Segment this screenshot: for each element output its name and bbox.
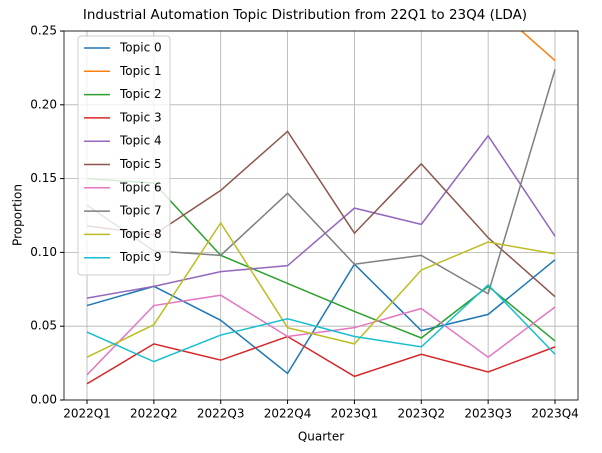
series-line [86,221,556,358]
legend-label: Topic 7 [119,204,162,218]
legend-label: Topic 2 [119,87,162,101]
series-line [86,294,556,376]
x-axis-label: Quarter [298,430,344,444]
legend-label: Topic 9 [119,250,162,264]
legend-label: Topic 8 [119,227,162,241]
series-line [86,283,556,363]
legend-label: Topic 6 [119,180,162,194]
legend-label: Topic 4 [119,134,162,148]
x-tick-label: 2023Q2 [397,407,445,421]
series-line [86,335,556,385]
series-line [86,259,556,375]
x-tick-label: 2022Q3 [197,407,245,421]
y-tick-label: 0.10 [30,245,57,259]
y-tick-label: 0.15 [30,171,57,185]
y-tick-label: 0.05 [30,319,57,333]
y-tick-label: 0.25 [30,24,57,38]
x-tick-label: 2023Q3 [464,407,512,421]
x-tick-label: 2022Q2 [130,407,178,421]
x-tick-label: 2022Q1 [63,407,111,421]
x-tick-label: 2023Q1 [331,407,379,421]
legend-box [77,35,171,276]
y-tick-label: 0.00 [30,393,57,407]
legend: Topic 0 Topic 1 Topic 2 Topic 3 Topic 4 Topic… [77,35,171,276]
series-line [86,134,556,299]
chart-title: Industrial Automation Topic Distribution… [83,7,527,23]
legend-label: Topic 5 [119,157,162,171]
legend-label: Topic 3 [119,110,162,124]
x-tick-label: 2023Q4 [531,407,579,421]
plot-frame [63,30,579,401]
legend-label: Topic 1 [119,64,162,78]
x-tick-label: 2022Q4 [264,407,312,421]
legend-label: Topic 0 [119,41,162,55]
y-tick-label: 0.20 [30,97,57,111]
y-axis-label: Proportion [11,184,25,246]
